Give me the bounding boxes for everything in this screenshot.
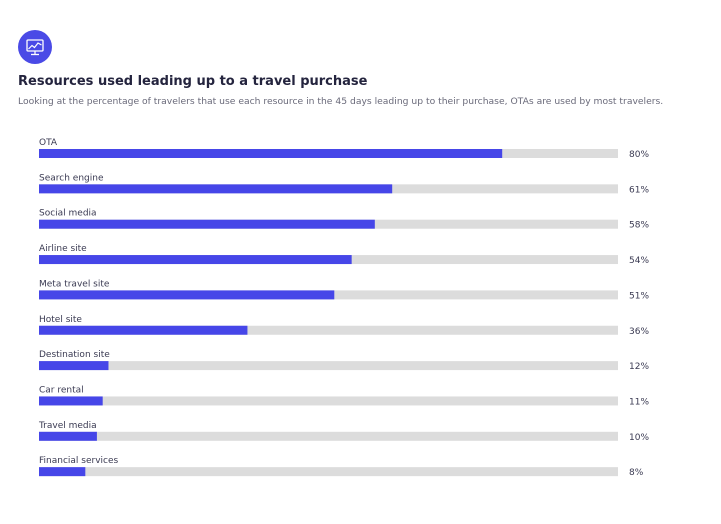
category-label: Hotel site xyxy=(39,315,82,325)
category-label: Financial services xyxy=(39,456,119,466)
value-label: 61% xyxy=(629,185,649,195)
value-label: 36% xyxy=(629,327,649,337)
bar xyxy=(39,255,352,265)
chart-title: Resources used leading up to a travel pu… xyxy=(18,74,368,89)
bar-track xyxy=(39,467,618,477)
bar xyxy=(39,149,503,158)
category-label: Search engine xyxy=(39,173,104,183)
chart-monitor-icon-graphic xyxy=(18,30,52,64)
value-label: 11% xyxy=(629,397,649,407)
bar-track xyxy=(39,361,618,371)
chart-subtitle: Looking at the percentage of travelers t… xyxy=(18,96,664,107)
category-label: Travel media xyxy=(38,421,97,431)
bar xyxy=(39,467,86,477)
category-label: Social media xyxy=(39,209,97,219)
bar xyxy=(39,325,248,335)
bar xyxy=(39,396,103,406)
category-label: Destination site xyxy=(39,350,110,360)
bar-track xyxy=(39,325,618,335)
bar-track xyxy=(39,396,618,406)
bar-track xyxy=(39,431,618,441)
value-label: 54% xyxy=(629,256,649,266)
chart-monitor-icon xyxy=(18,30,52,64)
value-label: 80% xyxy=(629,150,649,160)
value-label: 12% xyxy=(629,362,649,372)
value-label: 58% xyxy=(629,221,649,231)
value-label: 8% xyxy=(629,468,644,478)
value-label: 51% xyxy=(629,291,649,301)
category-label: Airline site xyxy=(39,244,87,254)
category-label: Meta travel site xyxy=(39,279,110,289)
bar xyxy=(39,219,375,229)
bar xyxy=(39,431,97,441)
bar xyxy=(39,290,335,300)
value-label: 10% xyxy=(629,433,649,443)
category-label: Car rental xyxy=(39,385,84,395)
bar xyxy=(39,361,109,371)
category-label: OTA xyxy=(39,138,58,148)
bar xyxy=(39,184,393,194)
